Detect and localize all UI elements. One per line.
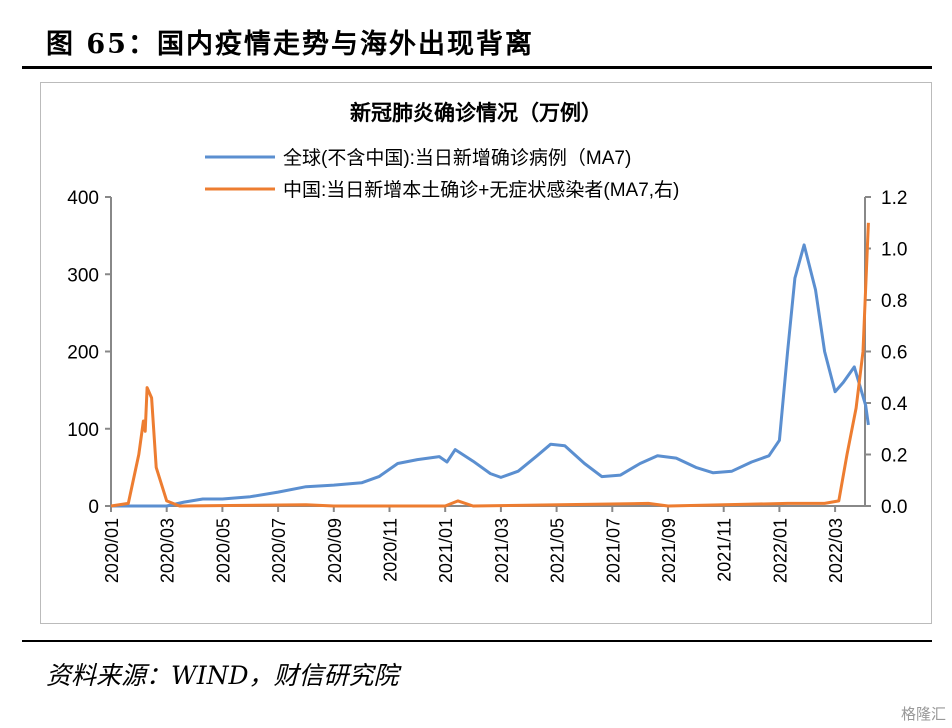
y-right-tick-label: 0.2 xyxy=(881,446,907,467)
watermark: 格隆汇 xyxy=(900,705,946,723)
x-tick-label: 2020/03 xyxy=(158,518,178,583)
x-tick-label: 2020/01 xyxy=(102,518,122,583)
series-line-1 xyxy=(110,222,870,508)
source-note: 资料来源：WIND，财信研究院 xyxy=(46,661,399,690)
y-right-tick-label: 0.8 xyxy=(881,291,907,312)
x-tick-label: 2020/11 xyxy=(381,518,401,582)
legend-label-1: 中国:当日新增本土确诊+无症状感染者(MA7,右) xyxy=(283,179,679,201)
y-left-tick-label: 100 xyxy=(67,420,99,441)
figure-title: 图 65：国内疫情走势与海外出现背离 xyxy=(46,29,534,60)
y-left-tick-label: 200 xyxy=(67,343,99,364)
y-right-tick-label: 0.4 xyxy=(881,394,908,415)
x-tick-label: 2021/03 xyxy=(492,518,512,583)
y-left-tick-label: 400 xyxy=(67,188,99,209)
x-tick-label: 2021/01 xyxy=(436,518,456,583)
top-rule xyxy=(22,66,932,69)
series-line-0 xyxy=(111,243,870,508)
x-tick-label: 2022/03 xyxy=(826,518,846,583)
y-left-tick-label: 0 xyxy=(88,497,99,518)
y-right-tick-label: 0.6 xyxy=(881,343,907,364)
y-left-tick-label: 300 xyxy=(67,265,99,286)
x-tick-label: 2020/09 xyxy=(325,518,345,583)
x-tick-label: 2021/05 xyxy=(548,518,568,583)
x-tick-label: 2020/07 xyxy=(269,518,289,583)
legend-label-0: 全球(不含中国):当日新增确诊病例（MA7) xyxy=(283,147,631,169)
y-right-tick-label: 0.0 xyxy=(881,497,907,518)
x-tick-label: 2021/09 xyxy=(659,518,679,583)
x-tick-label: 2021/11 xyxy=(715,518,735,582)
x-tick-label: 2022/01 xyxy=(770,518,790,583)
y-right-tick-label: 1.0 xyxy=(881,240,907,261)
bottom-rule xyxy=(22,640,932,642)
x-tick-label: 2021/07 xyxy=(603,518,623,583)
y-right-tick-label: 1.2 xyxy=(881,188,907,209)
chart-title: 新冠肺炎确诊情况（万例） xyxy=(350,101,602,125)
x-tick-label: 2020/05 xyxy=(213,518,233,583)
chart-frame xyxy=(40,82,932,624)
